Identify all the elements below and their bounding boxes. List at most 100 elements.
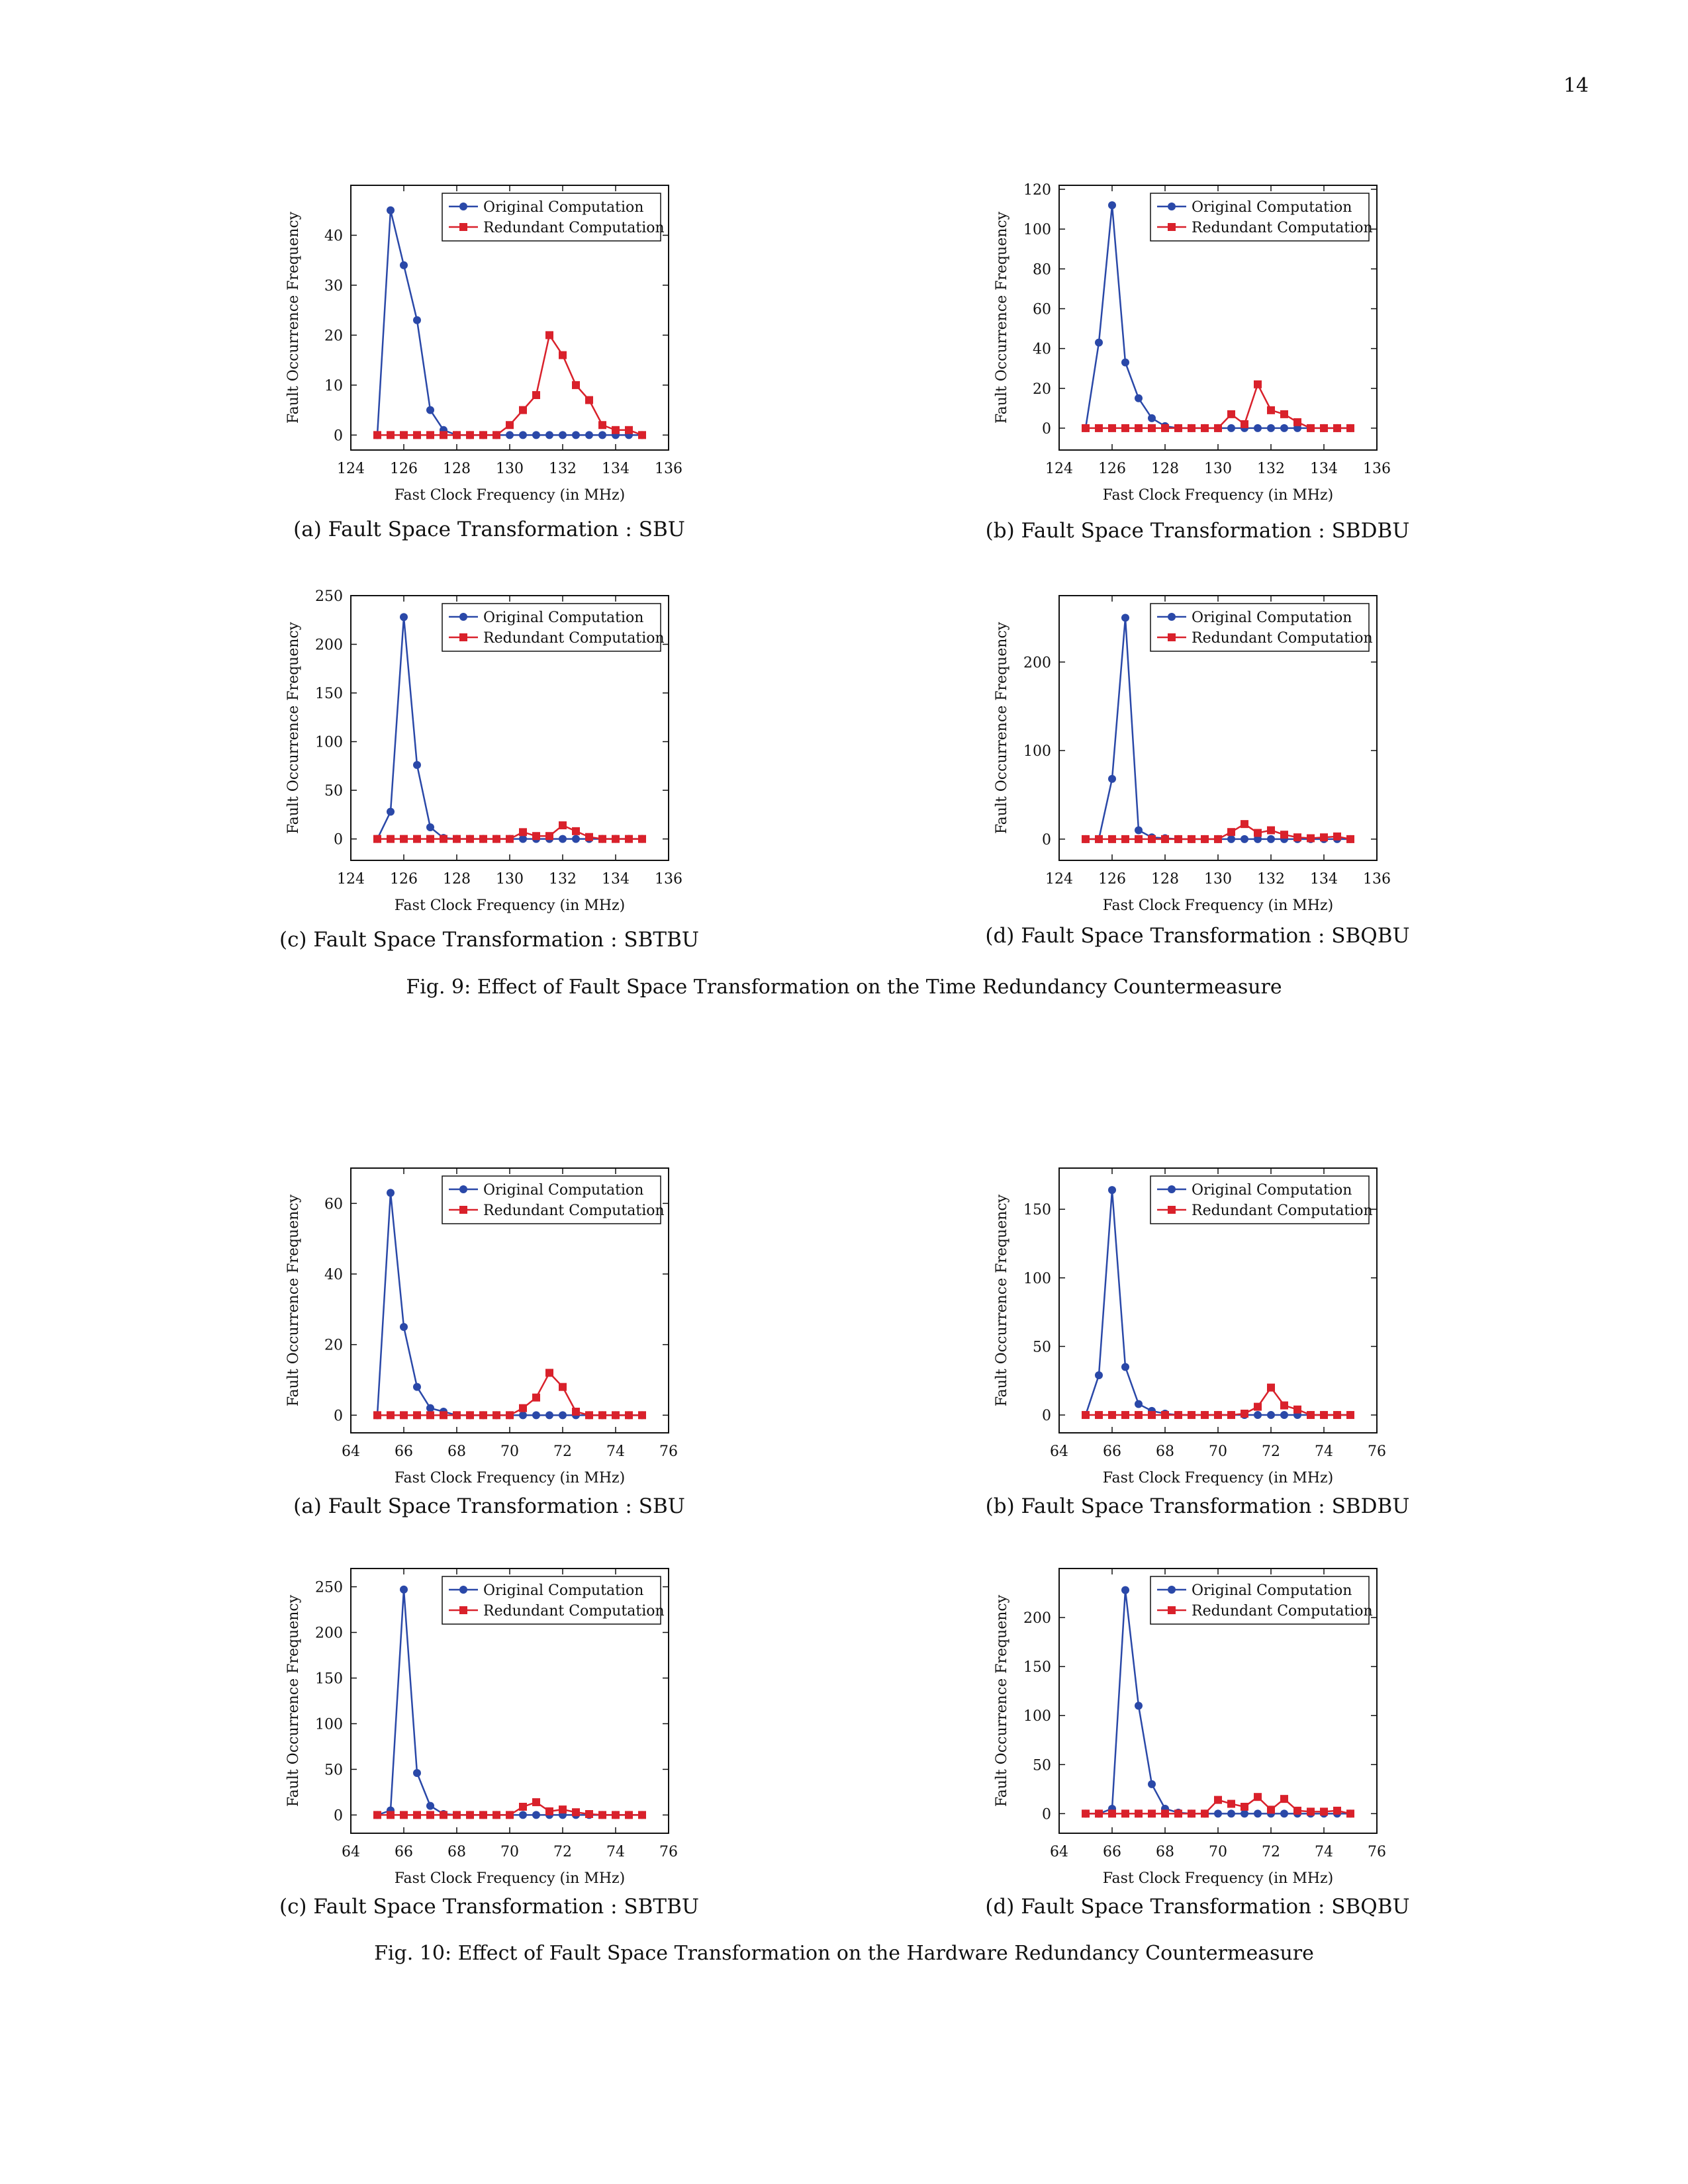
data-point-original — [387, 1189, 395, 1197]
data-point-redundant — [413, 1811, 421, 1819]
y-tick-label: 200 — [1023, 655, 1051, 671]
y-tick-label: 100 — [315, 735, 343, 751]
data-point-redundant — [1108, 1809, 1116, 1818]
data-point-redundant — [400, 1411, 408, 1420]
data-point-original — [1108, 774, 1116, 783]
legend-label: Original Computation — [1192, 199, 1352, 216]
data-point-redundant — [532, 1798, 540, 1807]
data-point-redundant — [585, 1810, 593, 1819]
subcaption-fig10b: (b) Fault Space Transformation : SBDBU — [985, 1494, 1410, 1518]
data-point-original — [1241, 1809, 1248, 1818]
data-point-redundant — [492, 835, 500, 843]
data-point-redundant — [1095, 424, 1103, 432]
legend-label: Redundant Computation — [483, 1603, 665, 1619]
data-point-redundant — [466, 1411, 474, 1420]
x-tick-label: 64 — [1050, 1844, 1068, 1860]
data-point-redundant — [1161, 1809, 1169, 1818]
x-tick-label: 126 — [390, 461, 418, 477]
legend-label: Redundant Computation — [1192, 1203, 1373, 1219]
subcaption-fig10c: (c) Fault Space Transformation : SBTBU — [279, 1895, 700, 1919]
data-point-original — [1267, 1411, 1275, 1420]
x-tick-label: 70 — [500, 1443, 519, 1460]
data-point-original — [413, 760, 421, 769]
legend — [442, 1576, 661, 1625]
subcaption-fig9b: (b) Fault Space Transformation : SBDBU — [985, 519, 1410, 543]
data-point-redundant — [638, 1811, 646, 1819]
data-point-redundant — [506, 421, 514, 430]
x-tick-label: 132 — [549, 871, 577, 887]
data-point-redundant — [1254, 1402, 1262, 1411]
series-line-original — [376, 1193, 642, 1416]
y-axis-label: Fault Occurrence Frequency — [285, 621, 302, 834]
data-point-original — [1214, 1809, 1222, 1818]
legend-label: Redundant Computation — [483, 630, 665, 647]
x-tick-label: 128 — [443, 461, 471, 477]
data-point-redundant — [440, 1411, 447, 1420]
data-point-redundant — [1201, 835, 1209, 843]
y-tick-label: 30 — [324, 278, 343, 295]
data-point-redundant — [598, 1411, 606, 1420]
y-axis-label: Fault Occurrence Frequency — [994, 1194, 1010, 1406]
data-point-redundant — [492, 1411, 500, 1420]
legend-label: Original Computation — [483, 610, 643, 626]
data-point-redundant — [387, 431, 395, 439]
data-point-original — [559, 1411, 567, 1420]
x-axis-label: Fast Clock Frequency (in MHz) — [395, 487, 625, 504]
subcaption-fig10d: (d) Fault Space Transformation : SBQBU — [985, 1895, 1410, 1919]
legend-marker-original — [459, 1586, 467, 1594]
x-tick-label: 128 — [1151, 461, 1179, 477]
data-point-original — [532, 1811, 540, 1819]
data-point-redundant — [612, 1811, 620, 1819]
data-point-original — [1254, 1411, 1262, 1420]
data-point-original — [400, 1585, 408, 1594]
data-point-original — [426, 406, 434, 414]
legend — [442, 1175, 661, 1224]
data-point-redundant — [1148, 424, 1156, 432]
data-point-redundant — [1280, 831, 1288, 839]
chart-fig9a: 124 126 128 130 132 134 136 0 10 20 30 40 Fast Clock… — [285, 185, 682, 504]
data-point-redundant — [373, 1411, 381, 1420]
data-point-original — [1121, 1363, 1129, 1371]
y-tick-label: 150 — [315, 1671, 343, 1688]
x-tick-label: 136 — [655, 871, 682, 887]
data-point-redundant — [612, 1411, 620, 1420]
legend-marker-original — [459, 203, 467, 210]
data-point-redundant — [1108, 424, 1116, 432]
data-point-original — [1135, 1702, 1143, 1710]
data-point-redundant — [466, 835, 474, 843]
x-tick-label: 130 — [496, 461, 524, 477]
data-point-original — [1135, 1400, 1143, 1408]
data-point-original — [545, 1411, 553, 1420]
data-point-original — [1280, 1809, 1288, 1818]
data-point-redundant — [1148, 1411, 1156, 1420]
x-tick-label: 124 — [1045, 871, 1073, 887]
x-tick-label: 68 — [447, 1443, 466, 1460]
x-tick-label: 66 — [395, 1844, 413, 1860]
data-point-original — [559, 835, 567, 843]
data-point-redundant — [1135, 1809, 1143, 1818]
x-tick-label: 132 — [549, 461, 577, 477]
data-point-redundant — [1082, 1809, 1090, 1818]
data-point-original — [519, 1411, 527, 1420]
data-point-redundant — [1082, 424, 1090, 432]
data-point-redundant — [1082, 1411, 1090, 1420]
data-point-original — [1280, 424, 1288, 432]
y-tick-label: 100 — [1023, 1708, 1051, 1725]
y-tick-label: 50 — [1033, 1757, 1051, 1774]
x-tick-label: 70 — [500, 1844, 519, 1860]
data-point-redundant — [1333, 1411, 1341, 1420]
legend-label: Redundant Computation — [1192, 220, 1373, 236]
x-tick-label: 128 — [443, 871, 471, 887]
data-point-original — [426, 1404, 434, 1412]
x-tick-label: 66 — [1103, 1443, 1121, 1460]
series-line-redundant — [377, 1371, 642, 1416]
data-point-redundant — [1307, 424, 1315, 432]
y-tick-label: 0 — [1042, 832, 1051, 848]
y-tick-label: 200 — [315, 637, 343, 654]
data-point-redundant — [572, 1408, 580, 1416]
data-point-redundant — [1108, 1411, 1116, 1420]
legend-marker-original — [1168, 1185, 1176, 1193]
y-tick-label: 0 — [1042, 1806, 1051, 1823]
legend-marker-redundant — [1168, 1206, 1176, 1214]
legend — [1150, 603, 1370, 652]
